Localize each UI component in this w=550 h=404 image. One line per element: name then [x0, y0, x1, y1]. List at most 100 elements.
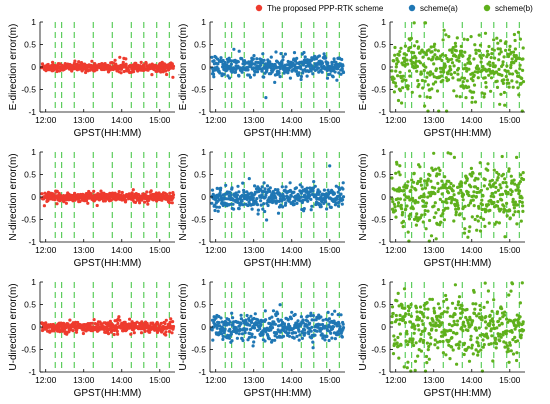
data-point [487, 221, 491, 225]
data-point [210, 66, 214, 70]
data-point [286, 318, 290, 322]
data-point [469, 338, 473, 342]
data-point [489, 89, 493, 93]
data-point [447, 35, 451, 39]
data-point [341, 70, 346, 75]
data-point [113, 191, 117, 195]
data-point [273, 338, 277, 342]
y-tick-label: -1 [198, 237, 206, 247]
y-tick-label: 1 [31, 277, 36, 287]
data-point [289, 317, 293, 321]
data-point [251, 344, 255, 348]
data-point [68, 318, 72, 322]
data-point [471, 352, 475, 356]
data-point [411, 196, 415, 200]
data-point [490, 52, 494, 56]
data-point [423, 307, 427, 311]
data-point [437, 187, 441, 191]
data-point [404, 339, 408, 343]
data-point [73, 59, 77, 63]
y-tick-label: -1 [28, 237, 36, 247]
data-point [325, 334, 329, 338]
data-point [215, 205, 219, 209]
data-point [422, 338, 426, 343]
data-point [492, 298, 496, 302]
data-point [391, 352, 396, 356]
data-point [446, 206, 450, 210]
y-tick-label: 0 [31, 192, 36, 202]
data-point [395, 299, 399, 303]
data-point [421, 322, 425, 326]
data-point [422, 50, 426, 54]
data-point [90, 321, 94, 325]
data-point [316, 66, 320, 70]
data-point [451, 46, 455, 50]
data-point [405, 184, 409, 188]
data-point [449, 181, 453, 186]
data-point [129, 332, 133, 336]
data-point [465, 307, 469, 312]
data-point [321, 318, 325, 322]
data-point [163, 321, 167, 326]
data-point [399, 46, 403, 50]
data-point [466, 318, 470, 322]
data-point [487, 73, 491, 77]
data-point [444, 182, 448, 186]
data-point [483, 224, 487, 228]
data-point [393, 205, 397, 209]
data-point [405, 58, 409, 62]
data-point [414, 59, 418, 63]
y-tick-label: 1 [201, 17, 206, 27]
data-point [290, 310, 294, 314]
data-points [40, 315, 176, 337]
data-point [426, 209, 430, 213]
data-point [403, 56, 407, 61]
data-point [228, 191, 232, 195]
data-point [299, 74, 303, 79]
data-point [236, 60, 240, 64]
data-point [390, 176, 394, 180]
data-point [318, 190, 322, 194]
data-point [237, 74, 241, 78]
data-point [520, 76, 524, 81]
data-point [397, 356, 401, 360]
data-point [262, 202, 266, 206]
data-point [469, 185, 473, 189]
data-point [521, 46, 525, 50]
data-point [506, 190, 510, 195]
x-axis-label: GPST(HH:MM) [244, 388, 312, 399]
data-point [494, 346, 498, 350]
data-point [436, 189, 440, 194]
data-point [464, 66, 468, 70]
data-point [288, 76, 292, 80]
data-point [476, 76, 480, 80]
data-point [287, 199, 291, 203]
data-point [490, 334, 494, 338]
y-tick-label: 0.5 [194, 300, 206, 310]
data-point [518, 63, 522, 67]
data-point [106, 70, 111, 74]
data-point [281, 64, 285, 68]
data-point [492, 195, 496, 199]
data-point [320, 61, 325, 65]
x-tick-label: 15:00 [499, 115, 521, 125]
data-point [156, 322, 160, 326]
data-point [512, 206, 517, 210]
data-point [403, 44, 407, 48]
data-point [328, 72, 332, 76]
data-point [428, 70, 433, 74]
data-point [472, 73, 476, 77]
data-point [445, 310, 449, 314]
data-point [407, 312, 411, 316]
data-point [443, 175, 447, 179]
data-point [505, 64, 509, 68]
data-point [323, 338, 327, 342]
data-point [115, 329, 119, 333]
data-point [171, 64, 176, 68]
y-tick-label: -1 [378, 107, 386, 117]
data-point [461, 193, 466, 197]
data-point [277, 319, 281, 323]
data-point [235, 336, 239, 340]
data-point [413, 327, 417, 331]
data-point [491, 61, 495, 65]
